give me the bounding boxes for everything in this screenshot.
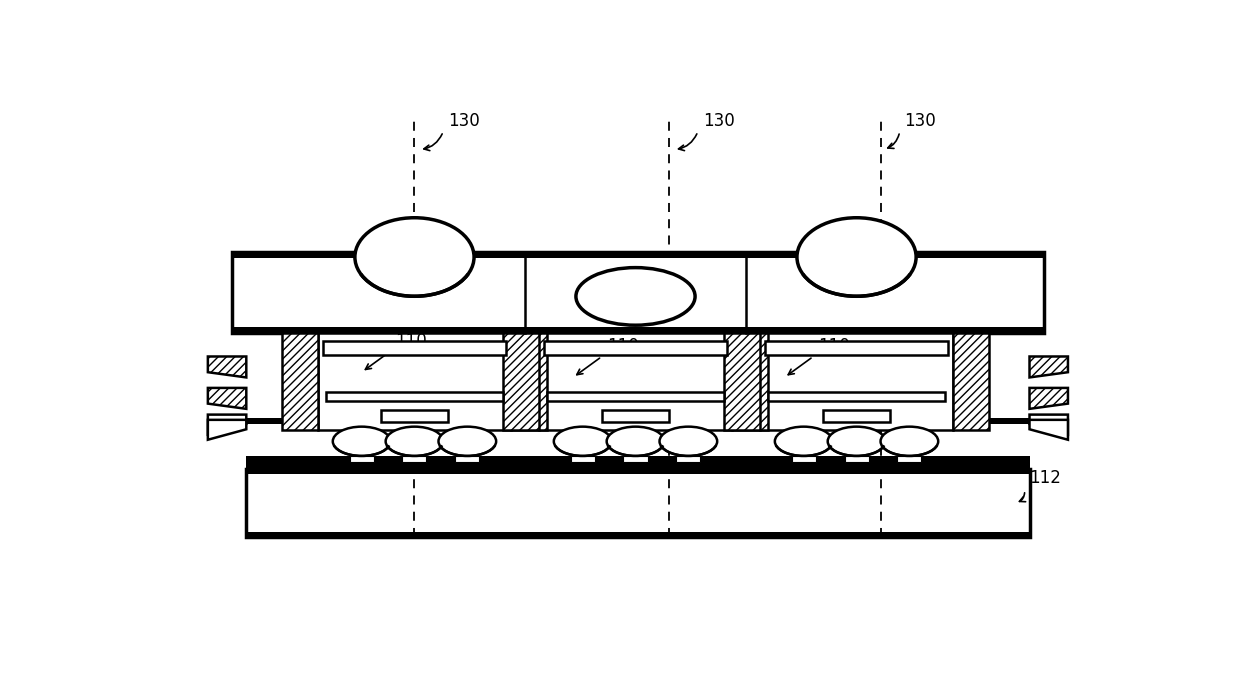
Bar xyxy=(350,288,479,326)
Text: 130: 130 xyxy=(905,112,936,130)
Text: 130: 130 xyxy=(703,112,734,130)
Bar xyxy=(503,333,539,430)
Bar xyxy=(281,333,319,430)
Ellipse shape xyxy=(554,426,611,456)
Bar xyxy=(544,341,727,356)
Text: 110: 110 xyxy=(396,332,427,350)
Bar xyxy=(624,456,647,462)
Bar xyxy=(765,341,947,356)
Bar xyxy=(403,456,427,462)
Polygon shape xyxy=(1029,388,1068,409)
Polygon shape xyxy=(208,415,247,435)
Bar xyxy=(319,333,511,430)
Text: 110: 110 xyxy=(818,337,849,355)
Bar xyxy=(952,333,990,430)
Ellipse shape xyxy=(660,426,717,456)
Bar xyxy=(455,456,480,462)
Ellipse shape xyxy=(332,426,391,456)
Bar xyxy=(247,418,1029,424)
Polygon shape xyxy=(1029,420,1068,440)
Bar xyxy=(511,333,547,430)
Bar xyxy=(247,469,1029,537)
Bar xyxy=(791,456,816,462)
Bar xyxy=(724,333,760,430)
Bar xyxy=(898,456,921,462)
Bar xyxy=(732,333,768,430)
Text: 112: 112 xyxy=(1029,469,1061,488)
Bar xyxy=(768,392,945,401)
Ellipse shape xyxy=(575,268,696,325)
Bar xyxy=(232,252,1044,333)
Bar xyxy=(823,411,890,422)
Bar xyxy=(232,252,1044,258)
Bar xyxy=(676,456,701,462)
Bar xyxy=(324,341,506,356)
Bar xyxy=(381,411,448,422)
Ellipse shape xyxy=(775,426,832,456)
Bar xyxy=(247,532,1029,537)
Bar xyxy=(539,333,732,430)
Polygon shape xyxy=(208,388,247,409)
Ellipse shape xyxy=(606,426,665,456)
Ellipse shape xyxy=(828,426,885,456)
Bar xyxy=(601,411,670,422)
Bar xyxy=(844,456,868,462)
Ellipse shape xyxy=(880,426,939,456)
Bar xyxy=(792,288,921,326)
Bar xyxy=(247,456,1029,469)
Bar xyxy=(350,456,373,462)
Bar xyxy=(232,326,1044,333)
Polygon shape xyxy=(208,420,247,440)
Bar xyxy=(326,392,503,401)
Polygon shape xyxy=(208,356,247,377)
Text: 130: 130 xyxy=(448,112,480,130)
Bar xyxy=(760,333,952,430)
Bar xyxy=(570,456,595,462)
Polygon shape xyxy=(1029,356,1068,377)
Ellipse shape xyxy=(439,426,496,456)
Ellipse shape xyxy=(386,426,444,456)
Polygon shape xyxy=(1029,415,1068,435)
Bar xyxy=(247,469,1029,475)
Bar xyxy=(247,326,1029,333)
Ellipse shape xyxy=(797,218,916,296)
Text: 110: 110 xyxy=(606,337,639,355)
Bar xyxy=(547,392,724,401)
Ellipse shape xyxy=(355,218,474,296)
